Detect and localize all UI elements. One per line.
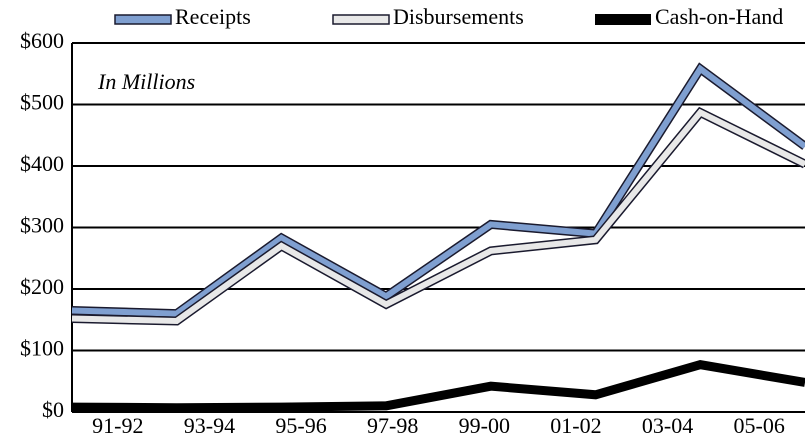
line <box>71 64 805 317</box>
annotation: In Millions <box>97 69 195 94</box>
x-tick-label: 01-02 <box>550 413 601 436</box>
line <box>71 108 805 325</box>
y-tick-label: $100 <box>20 336 64 361</box>
y-tick-label: $300 <box>20 213 64 238</box>
x-tick-label: 03-04 <box>642 413 693 436</box>
y-tick-label: $500 <box>20 90 64 115</box>
x-tick-label: 97-98 <box>367 413 418 436</box>
x-tick-label: 95-96 <box>275 413 326 436</box>
legend-swatch <box>114 14 172 25</box>
x-tick-label: 05-06 <box>734 413 785 436</box>
x-tick-label: 99-00 <box>459 413 510 436</box>
y-tick-label: $0 <box>42 397 64 422</box>
legend-swatch <box>332 14 390 25</box>
y-tick-label: $200 <box>20 274 64 299</box>
legend-swatch <box>595 14 651 25</box>
legend-label: Receipts <box>175 4 251 29</box>
y-tick-label: $600 <box>20 28 64 53</box>
legend-label: Disbursements <box>393 4 524 29</box>
y-tick-label: $400 <box>20 151 64 176</box>
legend-label: Cash-on-Hand <box>655 4 783 29</box>
x-tick-label: 93-94 <box>184 413 235 436</box>
line <box>71 360 805 413</box>
x-tick-label: 91-92 <box>92 413 143 436</box>
